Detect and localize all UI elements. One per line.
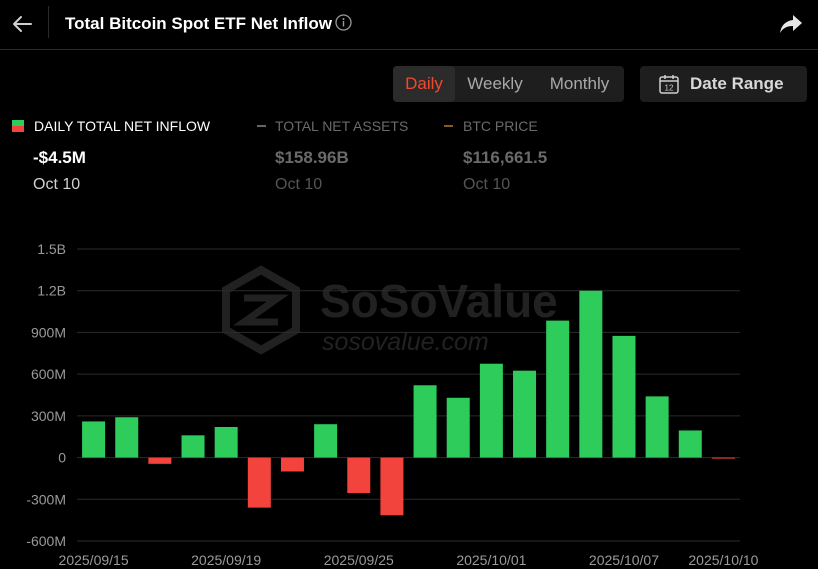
y-tick-label: 1.5B: [37, 241, 66, 257]
legend-item-total-net-assets[interactable]: TOTAL NET ASSETS: [257, 118, 408, 134]
inflow-bar[interactable]: [82, 421, 106, 458]
legend-item-btc-price[interactable]: BTC PRICE: [444, 118, 538, 134]
x-tick-label: 2025/09/25: [324, 552, 394, 568]
legend-label-btc: BTC PRICE: [463, 118, 538, 134]
inflow-bar[interactable]: [678, 430, 702, 458]
sosovalue-watermark: SoSoValue sosovalue.com: [222, 265, 558, 356]
date-range-label: Date Range: [690, 74, 784, 93]
legend-label-assets: TOTAL NET ASSETS: [275, 118, 409, 134]
legend-line-assets: [257, 125, 266, 127]
tab-daily[interactable]: Daily: [393, 66, 455, 102]
inflow-bar[interactable]: [446, 397, 470, 458]
tab-weekly[interactable]: Weekly: [467, 74, 523, 93]
share-button[interactable]: [776, 10, 806, 38]
page-title: Total Bitcoin Spot ETF Net Inflow: [65, 14, 332, 33]
watermark-brand: SoSoValue: [320, 275, 558, 327]
assets-date: Oct 10: [275, 176, 323, 193]
legend-line-btc: [444, 125, 453, 127]
y-tick-label: -300M: [26, 491, 66, 507]
inflow-bar[interactable]: [513, 370, 537, 458]
inflow-bar[interactable]: [413, 385, 437, 458]
inflow-bar[interactable]: [711, 457, 735, 459]
y-tick-label: 1.2B: [37, 283, 66, 299]
legend-swatch-inflow: [12, 120, 24, 132]
inflow-value: -$4.5M: [33, 148, 86, 167]
inflow-bar[interactable]: [214, 426, 238, 458]
interval-tabs: Daily Weekly Monthly: [393, 66, 624, 102]
inflow-bar[interactable]: [280, 457, 304, 472]
arrow-left-icon: [13, 16, 32, 32]
inflow-bar[interactable]: [479, 363, 503, 458]
info-icon[interactable]: [335, 14, 352, 31]
date-range-button[interactable]: 12 Date Range: [640, 66, 807, 102]
inflow-bar[interactable]: [645, 396, 669, 458]
header-divider: [48, 6, 49, 38]
tab-monthly[interactable]: Monthly: [549, 74, 610, 93]
inflow-bar[interactable]: [546, 320, 570, 458]
x-tick-label: 2025/09/19: [191, 552, 261, 568]
btc-price-date: Oct 10: [463, 176, 511, 193]
y-tick-label: 900M: [31, 324, 66, 340]
inflow-bar[interactable]: [115, 417, 139, 458]
x-tick-label: 2025/09/15: [59, 552, 129, 568]
share-arrow-icon: [780, 15, 802, 33]
sosovalue-logo-icon: [222, 265, 300, 355]
x-tick-label: 2025/10/07: [589, 552, 659, 568]
inflow-bar[interactable]: [347, 457, 371, 494]
x-tick-label: 2025/10/10: [688, 552, 758, 568]
header: Total Bitcoin Spot ETF Net Inflow: [0, 0, 818, 50]
inflow-bar[interactable]: [148, 457, 172, 464]
y-tick-label: -600M: [26, 533, 66, 549]
inflow-bar-chart: SoSoValue sosovalue.com -600M -300M 0 300M 6…: [26, 241, 758, 568]
y-tick-label: 0: [58, 450, 66, 466]
legend-item-daily-net-inflow[interactable]: DAILY TOTAL NET INFLOW: [12, 118, 210, 134]
calendar-icon: 12: [659, 75, 679, 94]
assets-value: $158.96B: [275, 148, 349, 167]
inflow-bar[interactable]: [579, 290, 603, 458]
legend-label-inflow: DAILY TOTAL NET INFLOW: [34, 118, 211, 134]
inflow-bar[interactable]: [380, 457, 404, 516]
inflow-bar[interactable]: [181, 435, 205, 458]
inflow-bar[interactable]: [612, 335, 636, 458]
inflow-bar[interactable]: [247, 457, 271, 508]
inflow-bar[interactable]: [314, 424, 338, 458]
calendar-day: 12: [665, 84, 674, 93]
x-tick-label: 2025/10/01: [456, 552, 526, 568]
y-tick-label: 300M: [31, 408, 66, 424]
back-button[interactable]: [8, 10, 36, 38]
btc-price-value: $116,661.5: [463, 148, 548, 167]
inflow-date: Oct 10: [33, 176, 81, 193]
y-tick-label: 600M: [31, 366, 66, 382]
